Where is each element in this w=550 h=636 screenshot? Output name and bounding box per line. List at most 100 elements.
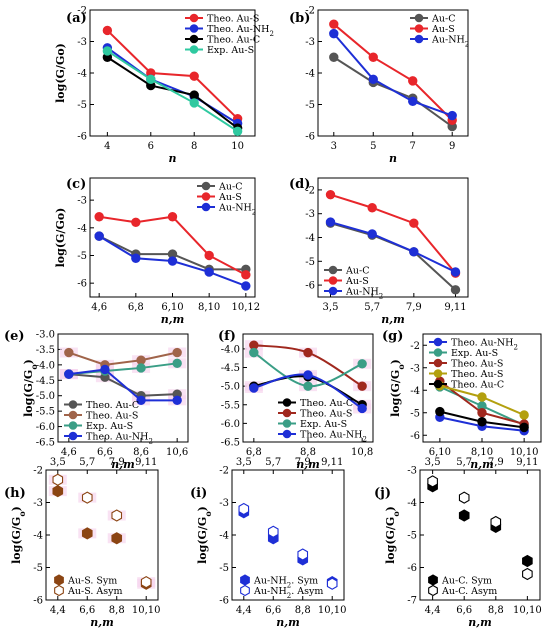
data-point — [519, 422, 529, 433]
data-point — [172, 347, 182, 358]
legend-label: Theo. Au-NH2 — [207, 24, 274, 38]
legend-swatch-marker — [428, 574, 438, 586]
panel-j: (j) -7 -6 -5 -4 -3 4,4 6,6 8,8 10,10 3,5 5,7 7,9 9,11… — [374, 457, 542, 629]
legend-label-text: Au-NH — [253, 576, 287, 587]
data-point — [52, 484, 64, 498]
data-point — [167, 212, 178, 222]
top-tick-label: 9,11 — [516, 457, 538, 468]
legend-item: Theo. Au-C — [429, 380, 504, 391]
data-point — [447, 110, 457, 121]
legend-item: Au-NH2 — [197, 203, 256, 217]
legend-label-text: Au-C. Sym — [441, 576, 492, 587]
y-axis-label-close: ) — [389, 359, 402, 364]
legend-swatch-marker — [54, 574, 64, 586]
legend-item: Au-NH2. Asym — [240, 584, 323, 600]
data-point — [172, 395, 182, 406]
legend-label: Theo. Au-NH2 — [451, 338, 518, 352]
panel-c: (c) -6 -5 -4 -3 4,6 6,8 6,10 8,10 10,12 n,m log(G/G… — [54, 177, 260, 326]
series-0 — [52, 484, 152, 590]
series-4 — [435, 406, 529, 433]
y-tick-label: -5 — [33, 563, 43, 574]
panel-g: (g) -6 -5 -4 -3 -2 6,10 8,10 10,10 n,m log(G/Go) Th… — [382, 329, 542, 471]
data-point — [136, 395, 146, 406]
legend-swatch-marker — [433, 379, 443, 389]
data-point — [408, 96, 418, 107]
y-tick-label: -7 — [407, 596, 417, 607]
legend-label-text: Au-NH — [431, 35, 465, 46]
x-tick-label: 6,6 — [79, 605, 95, 616]
y-tick-label: -6 — [77, 132, 87, 143]
legend-label-text: Au-S. Sym — [67, 576, 117, 587]
legend: Au-CAu-SAu-NH2 — [197, 182, 256, 217]
legend-label-text: Theo. Au-S — [86, 411, 138, 422]
x-axis-label: n,m — [296, 458, 319, 471]
series-1 — [238, 502, 338, 590]
data-point — [357, 359, 367, 369]
y-tick-label: -6.0 — [221, 419, 240, 430]
data-point — [477, 408, 487, 418]
x-tick-label: 8,8 — [295, 605, 311, 616]
y-tick-label: -6.0 — [36, 422, 55, 433]
y-tick-label: -6 — [77, 279, 87, 290]
data-point — [81, 491, 93, 504]
legend-label: Theo. Au-S — [86, 411, 138, 422]
legend-label-text: Exp. Au-S — [207, 45, 254, 56]
x-tick-label: 6,10 — [161, 302, 183, 313]
legend-label-text: Au-S. Asym — [67, 586, 123, 597]
legend-label: Au-S — [431, 24, 455, 35]
series-1 — [94, 212, 251, 280]
legend-label-text: Au-NH — [253, 586, 287, 597]
panel-d: (d) -6 -5 -4 -3 -2 3,5 5,7 7,9 9,11 n,m Au-CAu-SAu-… — [289, 177, 469, 326]
x-tick-label: 4,4 — [50, 605, 66, 616]
data-point — [111, 509, 123, 522]
series-3 — [102, 46, 243, 136]
series-line — [106, 29, 239, 120]
panel-label: (g) — [382, 329, 403, 344]
x-tick-label: 5,7 — [364, 302, 380, 313]
legend-label-text: Theo. Au-C — [207, 35, 260, 46]
y-axis-label: log(G/Go) — [22, 359, 39, 417]
y-axis-label-close: ) — [196, 506, 209, 511]
top-tick-label: 9,11 — [321, 457, 343, 468]
y-axis-label-sub: o — [391, 511, 401, 517]
series-line — [333, 32, 453, 117]
x-axis-label: n — [389, 152, 397, 165]
legend-label-text: Theo. Au-C — [86, 400, 139, 411]
legend-label: Theo. Au-S — [300, 409, 352, 420]
legend-swatch-marker — [433, 348, 443, 357]
legend-label: Theo. Au-S — [451, 369, 503, 380]
data-point — [64, 347, 74, 358]
y-tick-label: -3 — [305, 37, 315, 48]
data-point — [458, 491, 470, 504]
series-line — [106, 46, 239, 125]
y-axis-label-sub: o — [396, 364, 406, 370]
legend-swatch-marker — [433, 358, 443, 368]
data-point — [329, 19, 339, 29]
y-tick-label: -4 — [77, 69, 87, 80]
x-tick-label: 3 — [331, 141, 337, 152]
y-tick-label: -6 — [305, 281, 315, 292]
data-point — [136, 363, 146, 373]
legend-swatch-marker — [428, 584, 438, 597]
legend-swatch-marker — [201, 202, 211, 212]
data-point — [477, 417, 487, 427]
legend-item: Theo. Au-NH2 — [64, 432, 153, 446]
x-tick-label: 10,10 — [510, 447, 539, 458]
x-tick-label: 10,10 — [318, 605, 347, 616]
data-point — [303, 381, 313, 391]
series-0 — [329, 52, 457, 132]
x-tick-label: 6,6 — [97, 447, 113, 458]
plot-frame — [57, 333, 189, 443]
y-tick-label: -4.5 — [36, 376, 55, 387]
y-tick-label: -5.0 — [36, 391, 55, 402]
legend-swatch-marker — [189, 13, 199, 23]
y-axis-label-close: ) — [10, 506, 23, 511]
series-0 — [427, 480, 533, 568]
data-point — [146, 74, 156, 85]
data-point — [357, 403, 367, 414]
x-tick-label: 10 — [231, 141, 244, 152]
data-point — [408, 76, 418, 86]
legend-item: Theo. Au-S — [64, 411, 138, 422]
y-tick-label: -3 — [219, 498, 229, 509]
